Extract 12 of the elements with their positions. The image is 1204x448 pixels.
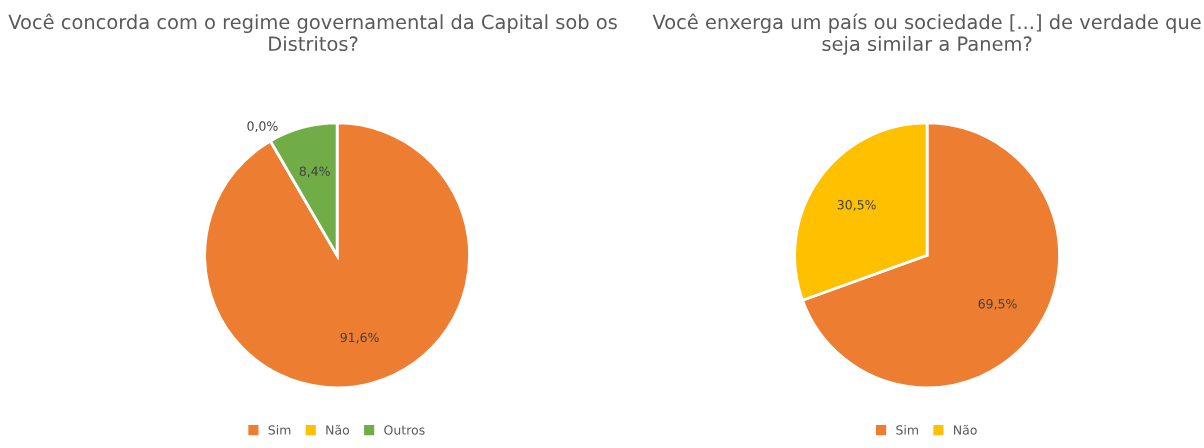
legend-label: Não	[326, 424, 350, 435]
chart-title: Você concorda com o regime governamental da Capital sob os Distritos?	[8, 13, 617, 52]
data-label: 8,4%	[299, 166, 330, 178]
legend-label: Sim	[896, 425, 918, 435]
data-label: 30,5%	[837, 200, 876, 211]
data-label: 69,5%	[978, 299, 1017, 310]
data-label: 91,6%	[340, 332, 379, 344]
text: 0,0%	[247, 121, 278, 133]
legend-label: Não	[954, 424, 977, 435]
legend-label: Sim	[268, 425, 291, 435]
chart-title: Você enxerga um país ou sociedade [...] de verdade que seja similar a Panem?	[652, 13, 1201, 55]
legend-label: Outros	[384, 425, 425, 435]
